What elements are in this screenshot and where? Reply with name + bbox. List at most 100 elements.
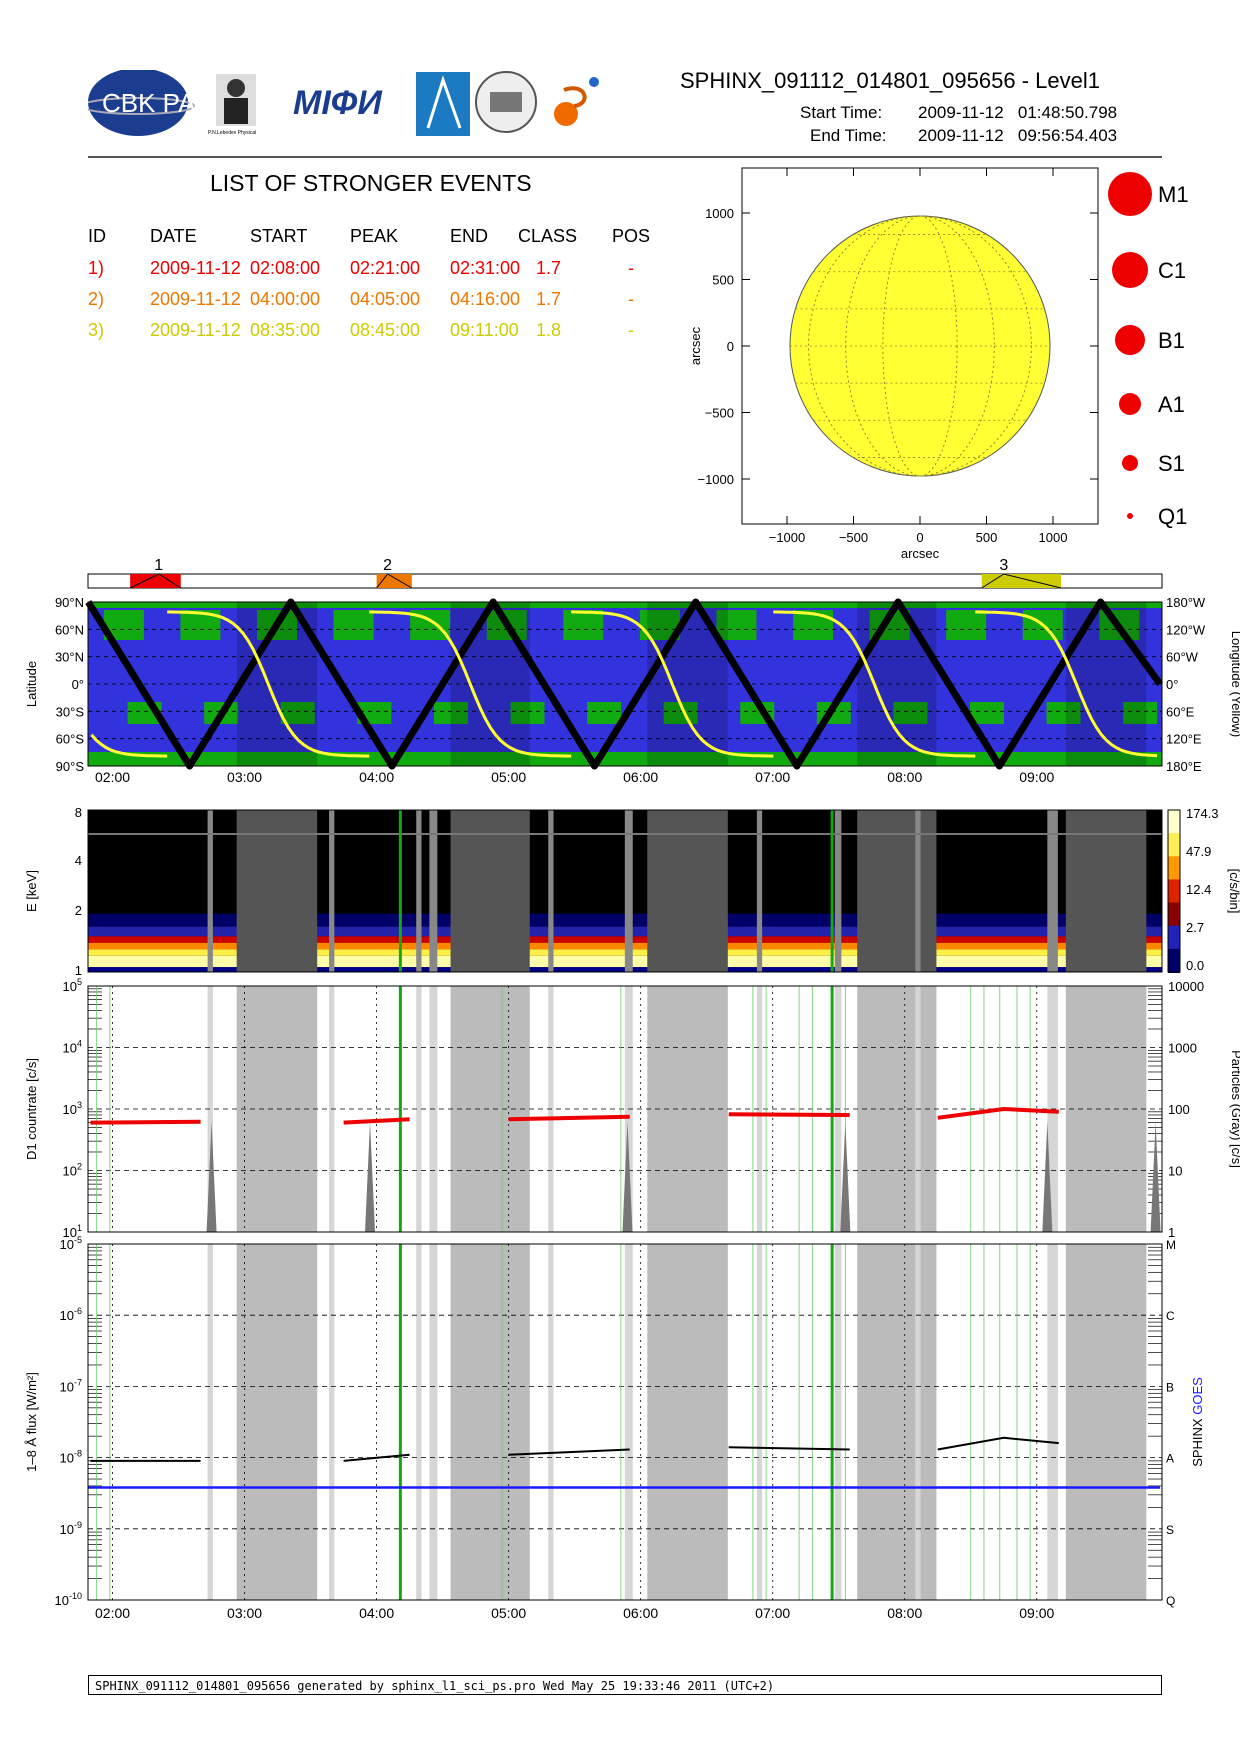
events-cell-peak: 02:21:00	[350, 258, 421, 278]
mifi-logo: MIФИ	[293, 84, 383, 122]
lebedev-logo: P.N.Lebedev Physical	[208, 74, 256, 136]
events-cell-id: 3)	[88, 320, 105, 340]
time-tick-label: 08:00	[887, 769, 922, 785]
events-cell-start: 08:35:00	[250, 320, 321, 340]
spectrum-gap-minor	[756, 810, 763, 972]
particles-tick-label: 10	[1168, 1164, 1182, 1179]
x-tick-label: 500	[976, 530, 998, 545]
flux-tick-label: 10-9	[60, 1520, 82, 1537]
x-tick-label: 1000	[1039, 530, 1068, 545]
lon-tick-label: 120°W	[1166, 622, 1206, 637]
x-tick-label: −1000	[769, 530, 806, 545]
event-number: 1	[154, 557, 163, 574]
longitude-grid	[882, 215, 958, 477]
spectrum-gap-minor	[624, 810, 633, 972]
particles-tick-label: 1000	[1168, 1041, 1197, 1056]
time-tick-label: 04:00	[359, 1605, 394, 1621]
particles-tick-label: 100	[1168, 1102, 1190, 1117]
orbit-ylabel-right: Longitude (Yellow)	[1229, 631, 1240, 737]
size-marker	[1127, 513, 1133, 519]
size-legend-label: A1	[1158, 392, 1185, 417]
particle-spike	[840, 1122, 851, 1232]
y-tick-label: −1000	[697, 472, 734, 487]
time-tick-label: 06:00	[623, 769, 658, 785]
size-legend-label: C1	[1158, 258, 1186, 283]
time-tick-label: 05:00	[491, 1605, 526, 1621]
data-gap	[1047, 1244, 1058, 1600]
event-peak-marker	[129, 573, 182, 589]
countrate-series	[508, 1114, 630, 1122]
sphinx-flux-series	[937, 1436, 1059, 1451]
coverage-band	[280, 702, 315, 724]
spectrum-gap	[1065, 810, 1147, 972]
cbk-logo-text: CBK PAN	[102, 88, 214, 118]
size-marker	[1108, 172, 1152, 216]
cbk-logo: CBK PAN	[81, 68, 214, 136]
events-cell-start: 02:08:00	[250, 258, 321, 278]
coverage-band	[969, 702, 1004, 724]
end-time-label: End Time:	[810, 126, 887, 145]
events-table-title: LIST OF STRONGER EVENTS	[210, 170, 532, 196]
events-cell-end: 09:11:00	[450, 320, 519, 340]
size-legend-label: M1	[1158, 182, 1189, 207]
events-cell-peak: 08:45:00	[350, 320, 421, 340]
start-time-value: 2009-11-12 01:48:50.798	[918, 103, 1118, 122]
flux-tick-label: 10-6	[60, 1306, 82, 1323]
arrow-logo	[416, 72, 470, 136]
y-axis-label: arcsec	[688, 326, 703, 365]
latitude-track	[85, 598, 1163, 770]
sphinx-flux-series	[508, 1448, 630, 1456]
flux-tick-label: 10-5	[60, 1235, 82, 1252]
time-tick-label: 02:00	[95, 769, 130, 785]
particle-spike	[1150, 1122, 1161, 1232]
coverage-band	[716, 610, 757, 640]
coverage-band	[946, 610, 987, 640]
sun-map: −1000 −500 0 500 1000 1000 500 0 −500 −1000 arcsec…	[688, 167, 1099, 560]
x-tick-label: 0	[916, 530, 923, 545]
lon-tick-label: 120°E	[1166, 732, 1202, 747]
events-cell-end: 02:31:00	[450, 258, 521, 278]
lat-tick-label: 60°S	[56, 732, 85, 747]
flux-ylabel: 1–8 Å flux [W/m²]	[24, 1372, 39, 1472]
events-col-header: POS	[612, 226, 651, 246]
particle-spike	[365, 1122, 376, 1232]
lon-tick-label: 180°W	[1166, 595, 1206, 610]
night-gap	[450, 1244, 530, 1600]
colorbar-segment	[1168, 948, 1180, 973]
event-peak-marker	[981, 573, 1062, 589]
orbit-panel-frame	[87, 601, 1163, 767]
countrate-series	[90, 1119, 201, 1125]
longitude-track	[773, 610, 976, 758]
size-marker	[1122, 455, 1138, 471]
spectrum-ylabel: E [keV]	[24, 870, 39, 912]
countrate-series	[343, 1117, 410, 1125]
longitude-grid	[808, 215, 1032, 477]
flux-tick-label: 10-10	[55, 1591, 82, 1608]
particles-tick-label: 1	[1168, 1225, 1175, 1240]
sphinx-flux-series	[728, 1446, 850, 1451]
data-gap	[416, 1244, 422, 1600]
y-tick-label: 500	[712, 273, 734, 288]
size-marker	[1112, 252, 1148, 288]
longitude-track	[571, 610, 774, 758]
event-peak-marker	[376, 573, 413, 589]
spectrum-gap-minor	[915, 810, 921, 972]
energy-tick-label: 1	[75, 963, 82, 978]
colorbar-tick-label: 12.4	[1186, 882, 1211, 897]
particle-spike	[1042, 1122, 1053, 1232]
logos-svg: CBK PAN P.N.Lebedev Physical MIФИ	[81, 68, 599, 136]
time-tick-label: 03:00	[227, 1605, 262, 1621]
events-cell-peak: 04:05:00	[350, 289, 421, 309]
colorbar-segment	[1168, 925, 1180, 950]
logo-row: CBK PAN P.N.Lebedev Physical MIФИ	[81, 68, 648, 150]
events-col-header: PEAK	[350, 226, 399, 246]
longitude-track	[90, 733, 168, 758]
particle-spike	[206, 1122, 217, 1232]
night-gap	[236, 1244, 318, 1600]
coverage-band	[663, 702, 698, 724]
header-divider	[88, 156, 1162, 158]
sun-logo	[554, 77, 599, 126]
legend-sphinx: SPHINX	[1190, 1415, 1205, 1467]
footer-note: SPHINX_091112_014801_095656 generated by…	[88, 1675, 1162, 1695]
flux-tick-label: 10-8	[60, 1449, 82, 1466]
